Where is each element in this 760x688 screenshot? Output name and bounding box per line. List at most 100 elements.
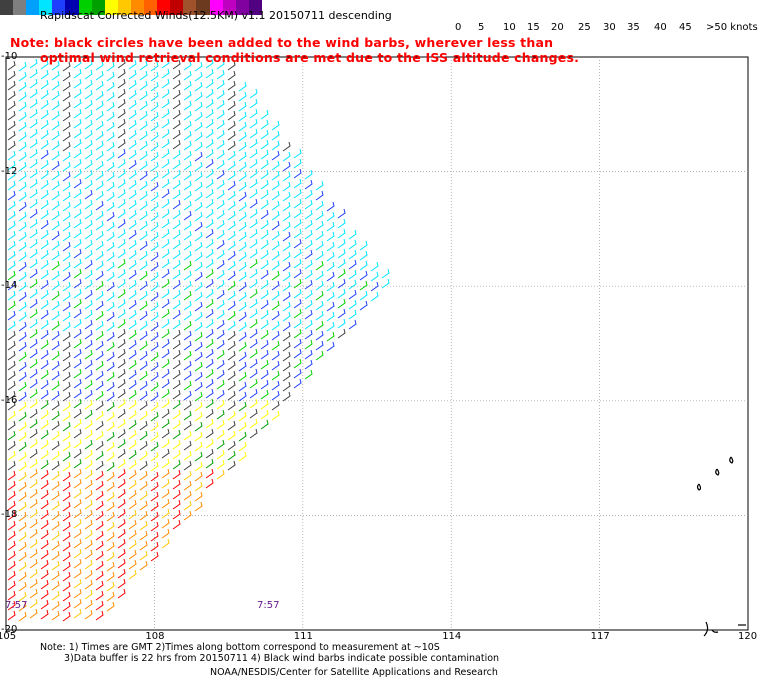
wind-barb xyxy=(315,260,324,271)
wind-barb xyxy=(40,329,49,340)
wind-barb xyxy=(293,238,302,249)
wind-barb xyxy=(216,329,225,340)
wind-barb xyxy=(216,289,225,300)
wind-barb xyxy=(84,499,93,510)
wind-barb xyxy=(18,371,27,382)
wind-barb xyxy=(161,468,170,479)
wind-barb xyxy=(73,568,82,579)
wind-barb xyxy=(216,149,225,160)
wind-barb xyxy=(29,558,38,569)
wind-barb xyxy=(73,118,82,129)
wind-barb xyxy=(18,601,27,612)
wind-barb xyxy=(238,241,247,252)
wind-barb xyxy=(205,218,214,229)
wind-barb xyxy=(183,360,192,371)
wind-barb xyxy=(139,280,148,291)
wind-barb xyxy=(18,61,27,72)
wind-barb xyxy=(139,480,148,491)
wind-barb xyxy=(227,200,236,211)
wind-barb xyxy=(326,271,335,282)
wind-barb xyxy=(139,100,148,111)
wind-barb xyxy=(128,349,137,360)
wind-barb xyxy=(84,179,93,190)
wind-barb xyxy=(227,440,236,451)
wind-barb xyxy=(40,459,49,470)
wind-barb xyxy=(271,180,280,191)
wind-barb xyxy=(128,299,137,310)
wind-barb xyxy=(216,389,225,400)
wind-barb xyxy=(84,449,93,460)
wind-barb xyxy=(73,518,82,529)
wind-barb xyxy=(183,430,192,441)
wind-barb xyxy=(73,268,82,279)
wind-barb xyxy=(106,451,115,462)
wind-barb xyxy=(73,388,82,399)
wind-barb xyxy=(95,170,104,181)
wind-barb xyxy=(194,201,203,212)
wind-barb xyxy=(161,508,170,519)
wind-barb xyxy=(40,99,49,110)
wind-barb xyxy=(238,411,247,422)
latitude-label: -16 xyxy=(1,394,18,406)
wind-barb xyxy=(29,388,38,399)
wind-barb xyxy=(161,378,170,389)
wind-barb xyxy=(106,81,115,92)
wind-barb xyxy=(304,189,313,200)
wind-barb xyxy=(62,561,71,572)
wind-barb xyxy=(172,339,181,350)
wind-barb xyxy=(249,98,258,109)
wind-barb xyxy=(84,509,93,520)
wind-barb xyxy=(271,220,280,231)
wind-barb xyxy=(95,240,104,251)
wind-barb xyxy=(139,200,148,211)
wind-barb xyxy=(73,288,82,299)
wind-barb xyxy=(205,408,214,419)
wind-barb xyxy=(139,360,148,371)
wind-barb xyxy=(40,379,49,390)
wind-barb xyxy=(40,69,49,80)
wind-barb xyxy=(238,191,247,202)
wind-barb xyxy=(51,600,60,611)
wind-barb xyxy=(183,290,192,301)
wind-barb xyxy=(117,88,126,99)
wind-barb xyxy=(150,331,159,342)
wind-barb xyxy=(29,518,38,529)
wind-barb xyxy=(29,358,38,369)
wind-barb xyxy=(62,61,71,72)
wind-barb xyxy=(205,378,214,389)
wind-barb xyxy=(51,500,60,511)
wind-barb xyxy=(161,318,170,329)
wind-barb xyxy=(238,181,247,192)
latitude-label: -20 xyxy=(1,624,18,635)
wind-barb xyxy=(260,369,269,380)
wind-barb xyxy=(183,160,192,171)
wind-barb xyxy=(73,398,82,409)
wind-barb xyxy=(183,470,192,481)
wind-barb xyxy=(194,111,203,122)
wind-barb xyxy=(315,180,324,191)
wind-barb xyxy=(205,138,214,149)
wind-barb xyxy=(84,569,93,580)
wind-barb xyxy=(370,281,379,292)
wind-barb xyxy=(139,140,148,151)
wind-barb xyxy=(194,191,203,202)
wind-barb xyxy=(161,288,170,299)
wind-barb xyxy=(95,160,104,171)
wind-barb xyxy=(238,211,247,222)
legend-label: 5 xyxy=(478,22,485,33)
wind-barb xyxy=(29,498,38,509)
wind-barb xyxy=(84,59,93,70)
wind-barb xyxy=(216,199,225,210)
wind-barb xyxy=(73,228,82,239)
wind-barb xyxy=(238,221,247,232)
wind-barb xyxy=(106,371,115,382)
wind-barb xyxy=(73,218,82,229)
wind-barb xyxy=(73,378,82,389)
wind-barb xyxy=(205,58,214,69)
wind-barb xyxy=(51,180,60,191)
wind-barb xyxy=(161,278,170,289)
wind-barb xyxy=(359,250,368,261)
wind-barb xyxy=(304,279,313,290)
wind-barb xyxy=(51,550,60,561)
wind-barb xyxy=(293,348,302,359)
